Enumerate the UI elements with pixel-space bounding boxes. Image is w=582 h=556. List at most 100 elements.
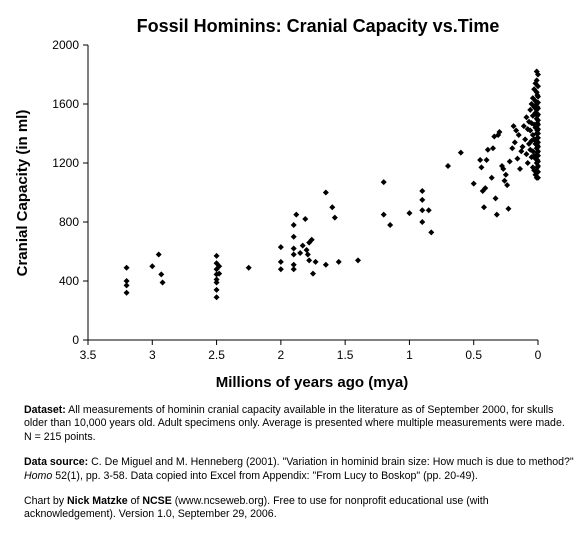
credit-text-1: Chart by (24, 495, 67, 508)
x-tick-label: 3.5 (80, 348, 97, 362)
data-point (515, 131, 522, 138)
data-point (428, 229, 435, 236)
data-point (380, 211, 387, 218)
data-point (123, 264, 130, 271)
data-point (290, 266, 297, 273)
credit-org: NCSE (142, 495, 172, 508)
data-point (504, 182, 511, 189)
data-point (517, 165, 523, 172)
data-point (297, 249, 304, 256)
y-tick-label: 800 (59, 215, 79, 229)
data-point (213, 294, 220, 301)
data-point (535, 130, 541, 137)
x-tick-label: 2 (278, 348, 285, 362)
data-point (502, 171, 509, 178)
data-point (513, 127, 520, 134)
data-point (213, 252, 220, 259)
y-tick-label: 1200 (52, 156, 79, 170)
data-point (290, 261, 297, 268)
data-point (535, 139, 541, 146)
data-point (213, 286, 220, 293)
data-point (492, 195, 499, 202)
data-point (445, 162, 451, 169)
x-tick-label: 1 (406, 348, 413, 362)
data-point (293, 211, 300, 218)
data-point (290, 233, 297, 240)
data-point (535, 174, 541, 181)
data-point (290, 251, 297, 258)
data-point (213, 279, 220, 286)
data-point (501, 177, 508, 184)
data-point (310, 270, 316, 277)
chart-notes: Dataset: All measurements of hominin cra… (24, 404, 574, 534)
data-point (535, 121, 541, 128)
data-point (335, 258, 342, 265)
y-tick-label: 2000 (52, 38, 79, 52)
x-tick-label: 2.5 (208, 348, 225, 362)
data-point (478, 164, 485, 171)
data-point (158, 271, 165, 278)
data-point (535, 117, 541, 124)
data-point (535, 148, 541, 155)
data-point (493, 211, 500, 218)
credit-note: Chart by Nick Matzke of NCSE (www.ncsewe… (24, 495, 574, 522)
chart-area: Fossil Hominins: Cranial Capacity vs.Tim… (14, 16, 542, 391)
data-point (535, 158, 541, 165)
data-point (322, 261, 329, 268)
source-journal: Homo (24, 469, 53, 482)
data-point (533, 77, 540, 84)
tick-marks: 0 400 800 1200 1600 2000 3.5 3 2.5 2 1.5 1 0.5 0 (52, 38, 541, 362)
data-point (419, 207, 426, 214)
dataset-label: Dataset: (24, 404, 66, 416)
y-tick-label: 1600 (52, 97, 79, 111)
data-point (523, 114, 530, 121)
data-point (419, 219, 426, 225)
data-point (290, 221, 297, 228)
dataset-note: Dataset: All measurements of hominin cra… (24, 404, 574, 444)
data-point (406, 210, 413, 217)
credit-text-3: (www.ncseweb.org). Free to use for nonpr… (24, 495, 489, 521)
data-point (529, 148, 536, 155)
x-axis-label: Millions of years ago (mya) (216, 374, 409, 391)
data-point (245, 264, 252, 271)
axes (87, 45, 538, 341)
data-point (514, 155, 521, 162)
data-point (509, 145, 516, 152)
data-point (506, 158, 513, 165)
data-point (510, 123, 517, 130)
data-point (290, 245, 297, 252)
y-tick-label: 0 (72, 333, 79, 347)
data-point (535, 152, 541, 159)
chart-title: Fossil Hominins: Cranial Capacity vs.Tim… (137, 16, 500, 36)
data-point (123, 289, 130, 296)
x-tick-label: 0.5 (465, 348, 482, 362)
x-tick-label: 3 (149, 348, 156, 362)
data-point (380, 179, 387, 186)
data-point (535, 168, 541, 175)
data-point (523, 151, 530, 158)
data-point (496, 129, 503, 136)
data-point (419, 196, 426, 203)
data-point (303, 247, 310, 254)
data-point (419, 188, 426, 195)
data-point (535, 134, 541, 141)
data-point (308, 236, 315, 243)
data-point (123, 282, 130, 289)
data-point (277, 258, 284, 265)
source-label: Data source: (24, 456, 89, 469)
data-point (511, 139, 518, 146)
data-point (277, 266, 284, 273)
data-point (488, 174, 495, 181)
data-point (535, 71, 541, 78)
data-point (500, 165, 507, 172)
data-point (322, 189, 329, 196)
data-point (329, 204, 336, 211)
data-point (299, 242, 306, 249)
data-point (216, 263, 223, 270)
data-point (518, 148, 525, 155)
data-point (527, 127, 534, 134)
dataset-text: All measurements of hominin cranial capa… (24, 404, 565, 443)
data-point (482, 185, 489, 192)
data-point (535, 99, 541, 106)
data-point (484, 146, 491, 153)
